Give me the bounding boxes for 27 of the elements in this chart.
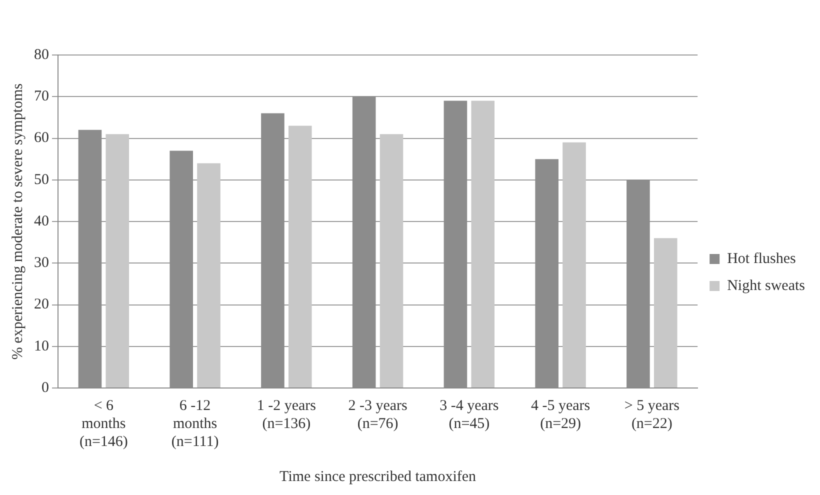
bar [562,142,586,388]
y-tick-label: 40 [34,213,49,230]
x-axis-title: Time since prescribed tamoxifen [280,468,477,485]
bar [288,126,312,388]
x-tick-label: 3 -4 years (n=45) [440,398,499,432]
x-tick-label: 2 -3 years (n=76) [348,398,408,432]
bar [471,100,495,388]
bar [197,163,220,388]
bar [654,238,678,388]
y-tick-label: 80 [34,46,49,63]
legend-label: Hot flushes [727,250,796,267]
y-tick-label: 20 [34,296,49,313]
y-tick-label: 60 [34,130,49,146]
y-tick-label: 0 [42,380,49,396]
x-tick-label: 4 -5 years (n=29) [530,398,590,432]
bar [106,134,130,388]
bar [380,134,404,388]
y-axis-title: % experiencing moderate to severe symptoms [10,83,26,360]
y-tick-label: 10 [34,338,49,354]
legend-label: Night sweats [727,278,806,294]
y-tick-label: 30 [34,255,49,272]
x-tick-label: < 6 months (n=146) [79,398,128,450]
y-tick-label: 50 [34,172,49,188]
x-tick-label: 6 -12 months (n=111) [171,398,219,450]
y-tick-label: 70 [34,88,49,105]
x-tick-label: > 5 years (n=22) [624,398,680,432]
x-tick-label: 1 -2 years (n=136) [256,398,316,432]
